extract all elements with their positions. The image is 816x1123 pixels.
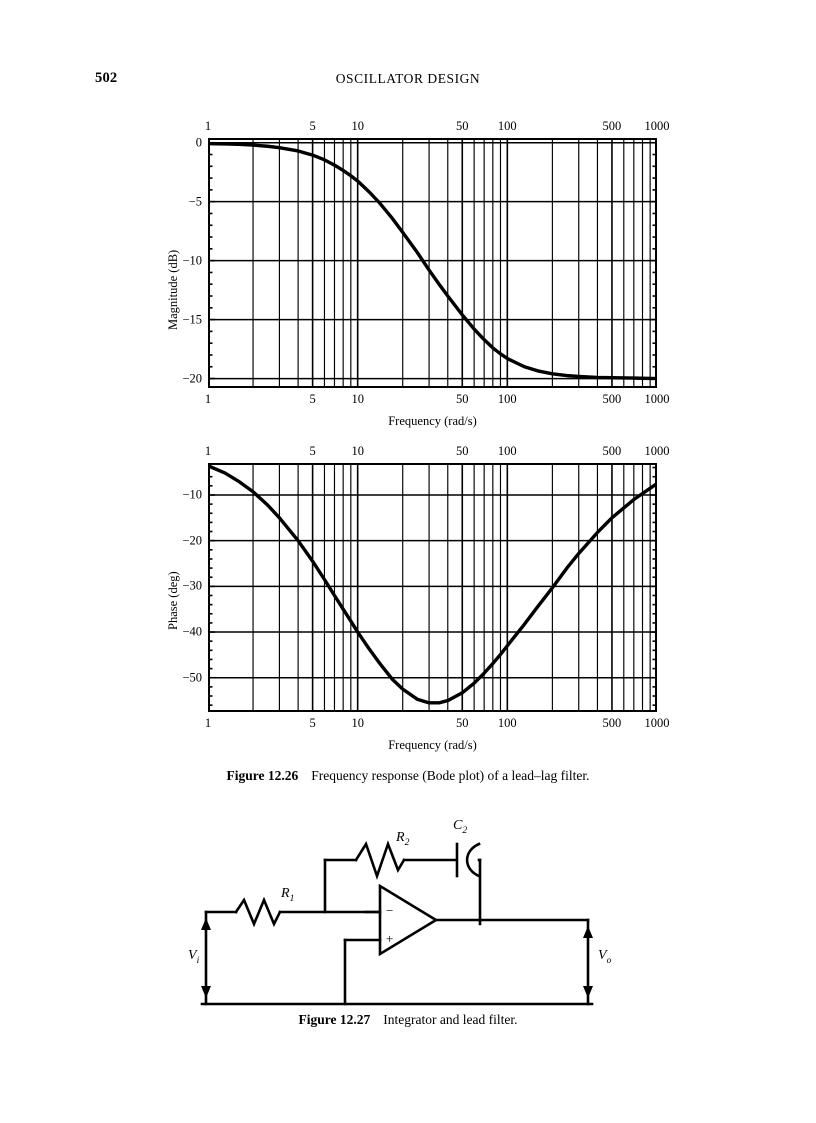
phase-y-tick-label: −20	[182, 533, 202, 548]
magnitude-bode-plot: 0 −5 −10 −15 −20 1 5 10 50 100 500 1000 1 5 10 50 100 500…	[182, 119, 669, 406]
magnitude-y-tick-label: −15	[182, 312, 202, 327]
phase-x-tick-label-top: 1000	[644, 444, 670, 458]
magnitude-x-tick-label-top: 500	[602, 119, 622, 133]
running-head-title: OSCILLATOR DESIGN	[335, 71, 481, 86]
magnitude-x-tick-label-top: 50	[456, 119, 469, 133]
opamp-triangle	[378, 883, 439, 957]
magnitude-y-axis-label: Magnitude (dB)	[166, 249, 180, 330]
phase-x-tick-label-top: 10	[351, 444, 364, 458]
magnitude-x-tick-label-top: 1000	[644, 119, 670, 133]
phase-x-tick-label-bottom: 5	[309, 716, 316, 730]
opamp-noninverting-sign: +	[386, 931, 394, 946]
phase-x-tick-label-top: 100	[497, 444, 517, 458]
phase-y-tick-label: −50	[182, 670, 202, 685]
magnitude-x-axis-label: Frequency (rad/s)	[388, 414, 477, 428]
magnitude-x-tick-label-top: 100	[497, 119, 517, 133]
phase-x-tick-label-top: 50	[456, 444, 469, 458]
input-voltage-label: Vi	[188, 948, 200, 966]
phase-x-tick-label-bottom: 500	[602, 716, 622, 730]
circuit-diagram: R1 R2 C2 Vi Vo − +	[180, 818, 640, 1008]
figure-12-26-number: Figure 12.26	[226, 768, 299, 783]
capacitor-c2-label: C2	[453, 818, 468, 836]
magnitude-x-tick-label-bottom: 1	[204, 392, 212, 406]
figure-12-26-text: Frequency response (Bode plot) of a lead…	[311, 768, 590, 783]
running-head: 502 OSCILLATOR DESIGN	[0, 70, 816, 90]
magnitude-x-tick-label-bottom: 10	[351, 392, 364, 406]
phase-y-tick-label: −40	[182, 624, 202, 639]
figure-12-27-text: Integrator and lead filter.	[383, 1012, 518, 1027]
phase-x-tick-label-bottom: 50	[456, 716, 469, 730]
magnitude-x-tick-label-bottom: 5	[309, 392, 316, 406]
magnitude-plot-svg	[206, 137, 659, 389]
magnitude-x-tick-label-bottom: 500	[602, 392, 622, 406]
phase-x-axis-label: Frequency (rad/s)	[388, 738, 477, 752]
phase-x-tick-label-top: 1	[204, 444, 212, 458]
phase-x-tick-label-bottom: 10	[351, 716, 364, 730]
phase-x-tick-label-bottom: 100	[497, 716, 517, 730]
magnitude-y-tick-label: 0	[195, 135, 202, 150]
magnitude-x-tick-label-top: 1	[204, 119, 212, 133]
phase-x-tick-label-bottom: 1	[204, 716, 212, 730]
resistor-r2-label: R2	[396, 830, 410, 848]
magnitude-y-tick-label: −20	[182, 371, 202, 386]
figure-12-27-caption: Figure 12.27 Integrator and lead filter.	[0, 1012, 816, 1028]
magnitude-y-tick-label: −5	[188, 194, 202, 209]
vi-arrow-down	[201, 986, 211, 998]
vi-arrow-up	[201, 918, 211, 930]
magnitude-x-tick-label-top: 10	[351, 119, 364, 133]
magnitude-x-tick-label-bottom: 1000	[644, 392, 670, 406]
figure-12-27-number: Figure 12.27	[298, 1012, 371, 1027]
phase-x-tick-label-top: 5	[309, 444, 316, 458]
magnitude-x-tick-label-bottom: 100	[497, 392, 517, 406]
circuit-svg	[200, 840, 594, 1006]
magnitude-x-tick-label-top: 5	[309, 119, 316, 133]
magnitude-x-tick-label-bottom: 50	[456, 392, 469, 406]
vo-arrow-up	[583, 926, 593, 938]
phase-x-tick-label-bottom: 1000	[644, 716, 670, 730]
phase-bode-plot: −10 −20 −30 −40 −50 1 5 10 50 100 500 1000 1 5 10 50 100…	[182, 444, 669, 730]
capacitor-c2-right-plate	[465, 842, 481, 878]
output-voltage-label: Vo	[598, 948, 612, 966]
phase-plot-svg	[206, 462, 659, 713]
phase-x-tick-label-top: 500	[602, 444, 622, 458]
figure-12-26-caption: Figure 12.26 Frequency response (Bode plo…	[0, 768, 816, 784]
phase-y-tick-label: −10	[182, 487, 202, 502]
vo-arrow-down	[583, 986, 593, 998]
phase-y-tick-label: −30	[182, 578, 202, 593]
resistor-r1-label: R1	[281, 886, 295, 904]
magnitude-y-tick-label: −10	[182, 253, 202, 268]
resistor-r2-symbol	[354, 840, 406, 880]
opamp-inverting-sign: −	[386, 903, 394, 918]
page-number: 502	[95, 70, 118, 86]
resistor-r1-symbol	[234, 896, 282, 928]
phase-y-axis-label: Phase (deg)	[166, 571, 180, 630]
